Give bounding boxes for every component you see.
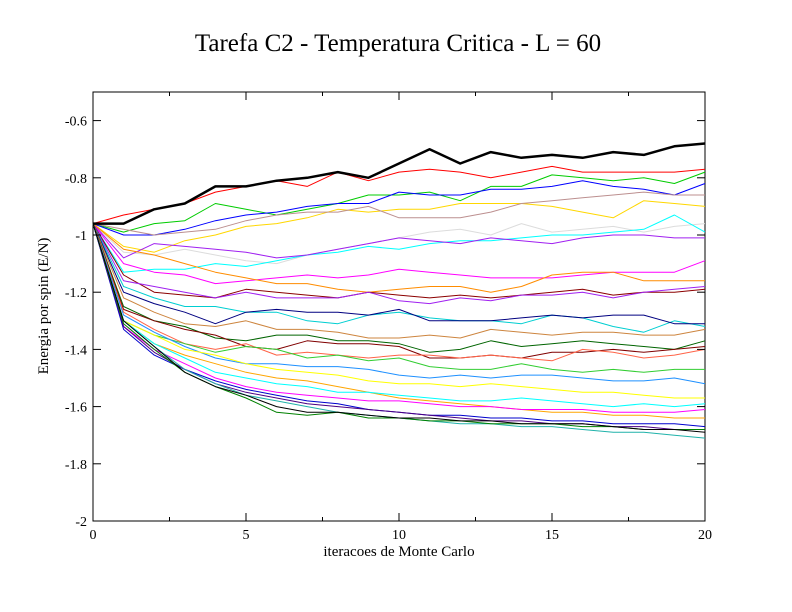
y-tick-label: -1.6: [65, 401, 87, 416]
series-line-26: [92, 223, 706, 428]
x-axis-label: iteracoes de Monte Carlo: [323, 544, 474, 560]
x-tick-label: 5: [243, 528, 250, 543]
series-line-6: [92, 191, 705, 236]
y-tick-label: -1.2: [65, 286, 87, 301]
series-line-11: [92, 223, 705, 293]
y-tick-label: -0.8: [65, 172, 87, 187]
series-layer: [92, 142, 706, 439]
series-line-5: [92, 200, 706, 253]
series-line-2: [92, 165, 706, 225]
series-line-9: [92, 223, 705, 259]
series-line-17: [92, 223, 706, 353]
series-line-18: [92, 223, 706, 359]
x-tick-label: 10: [392, 528, 406, 543]
series-line-1: [93, 142, 706, 225]
series-line-16: [92, 223, 706, 339]
series-line-21: [92, 223, 706, 385]
x-tick-label: 20: [698, 528, 712, 543]
y-axis-label: Energia por spin (E/N): [36, 238, 52, 375]
series-line-30: [92, 223, 706, 433]
series-line-22: [92, 223, 705, 399]
series-line-12: [92, 223, 706, 299]
y-tick-label: -1: [75, 229, 87, 244]
x-tick-label: 15: [545, 528, 559, 543]
series-line-13: [92, 223, 706, 305]
y-tick-label: -1.8: [65, 458, 87, 473]
series-line-24: [92, 223, 706, 408]
y-tick-label: -2: [75, 515, 87, 530]
y-tick-label: -1.4: [65, 343, 87, 358]
axis-layer: 0 5 10 15 20 -2 -1.8 -1.6 -1.4 -1.2 -1 -0.8 -0.6: [65, 92, 712, 543]
series-line-23: [92, 223, 705, 419]
series-line-10: [92, 223, 706, 285]
series-line-19: [92, 223, 706, 362]
series-line-14: [92, 223, 706, 333]
series-line-25: [92, 223, 706, 413]
series-line-15: [92, 223, 705, 325]
series-line-4: [92, 180, 706, 236]
series-line-28: [92, 223, 706, 439]
chart-title: Tarefa C2 - Temperatura Critica - L = 60: [195, 30, 601, 57]
series-line-3: [92, 171, 706, 233]
x-tick-label: 0: [90, 528, 97, 543]
series-line-8: [92, 214, 706, 273]
series-line-20: [92, 223, 705, 373]
y-tick-label: -0.6: [65, 115, 87, 130]
